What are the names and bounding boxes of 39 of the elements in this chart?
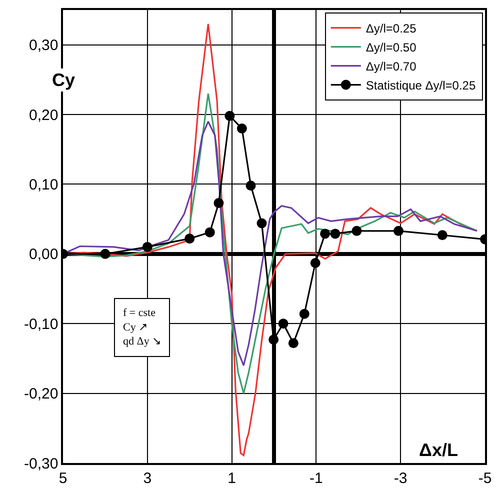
point <box>393 226 404 236</box>
legend-label: Δy/l=0.50 <box>366 40 417 54</box>
y-tick-label: -0,30 <box>24 455 58 472</box>
y-axis-title: Cy <box>52 70 76 90</box>
point <box>330 228 340 239</box>
point <box>214 198 224 208</box>
point <box>268 334 279 345</box>
legend-label: Δy/l=0.70 <box>366 59 417 74</box>
point <box>288 338 298 348</box>
point <box>352 226 362 236</box>
x-tick-label: 1 <box>228 470 236 487</box>
point <box>142 242 152 252</box>
x-tick-label: 5 <box>58 470 68 487</box>
y-tick-label: -0,20 <box>24 386 58 403</box>
point <box>437 230 448 240</box>
point <box>299 308 310 319</box>
point <box>278 318 288 329</box>
point <box>310 258 320 268</box>
x-tick-label: -5 <box>478 470 492 487</box>
legend-label: Statistique Δy/l=0.25 <box>366 78 476 92</box>
point <box>184 234 195 244</box>
point <box>224 110 235 121</box>
point <box>246 180 256 191</box>
x-axis-title: Δx/L <box>419 440 458 460</box>
point <box>320 228 330 239</box>
y-tick-label: -0,10 <box>24 316 58 333</box>
y-tick-label: 0,20 <box>29 106 58 124</box>
x-tick-label: -1 <box>310 470 323 487</box>
y-tick-label: 0,30 <box>29 37 58 54</box>
legend-label: Δy/l=0.25 <box>366 21 417 36</box>
point <box>236 123 247 134</box>
x-tick-label: 3 <box>143 470 152 487</box>
y-tick-label: 0,00 <box>29 246 58 264</box>
point <box>100 248 110 259</box>
point <box>256 218 267 228</box>
annotation: f = cste Cy ↗ qd Δy ↘ <box>123 307 162 348</box>
x-tick-label: -3 <box>394 470 408 487</box>
point <box>204 227 215 238</box>
y-tick-label: 0,10 <box>29 176 58 194</box>
